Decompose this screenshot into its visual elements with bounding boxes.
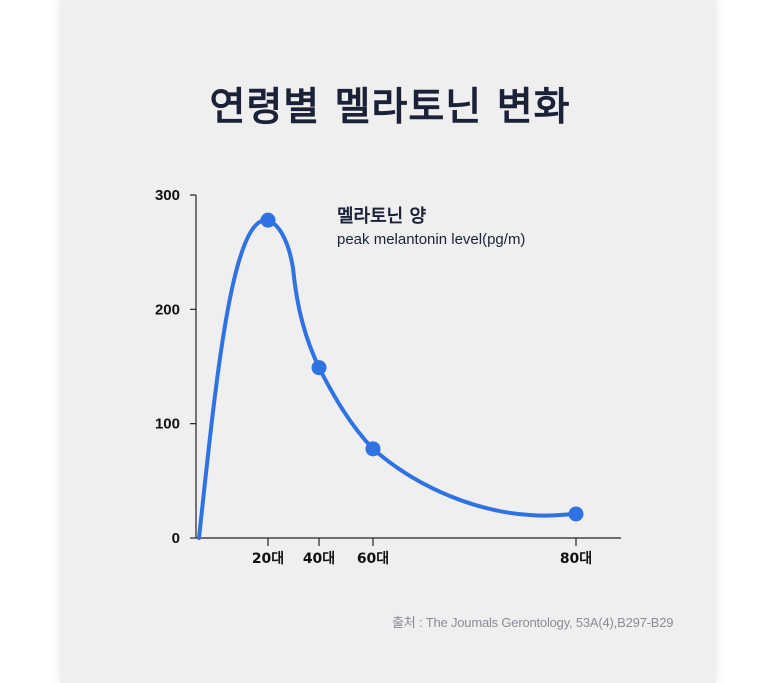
x-tick-label: 20대 — [252, 551, 284, 567]
data-point — [260, 212, 276, 228]
chart-axes — [195, 195, 621, 539]
x-tick-label: 80대 — [560, 551, 592, 567]
y-tick-label: 100 — [155, 416, 180, 433]
y-tick-label: 200 — [155, 301, 180, 318]
x-tick-label: 60대 — [357, 551, 389, 567]
infographic-card — [60, 0, 716, 683]
x-ticks: 20대 40대 60대 80대 — [252, 538, 592, 567]
data-point — [311, 360, 327, 376]
data-points — [260, 212, 584, 522]
data-point — [568, 506, 584, 522]
chart-title: 연령별 멜라토닌 변화 — [209, 85, 571, 130]
y-tick-label: 300 — [155, 187, 180, 204]
source-citation: 출처 : The Joumals Gerontology, 53A(4),B29… — [392, 615, 674, 630]
melatonin-series-line — [197, 218, 578, 540]
y-tick-label: 0 — [172, 530, 180, 547]
legend-subtitle: peak melantonin level(pg/m) — [337, 231, 525, 248]
data-point — [365, 441, 381, 457]
legend-title: 멜라토닌 양 — [337, 206, 427, 227]
x-tick-label: 40대 — [303, 551, 335, 567]
y-ticks: 0 100 200 300 — [155, 187, 196, 547]
